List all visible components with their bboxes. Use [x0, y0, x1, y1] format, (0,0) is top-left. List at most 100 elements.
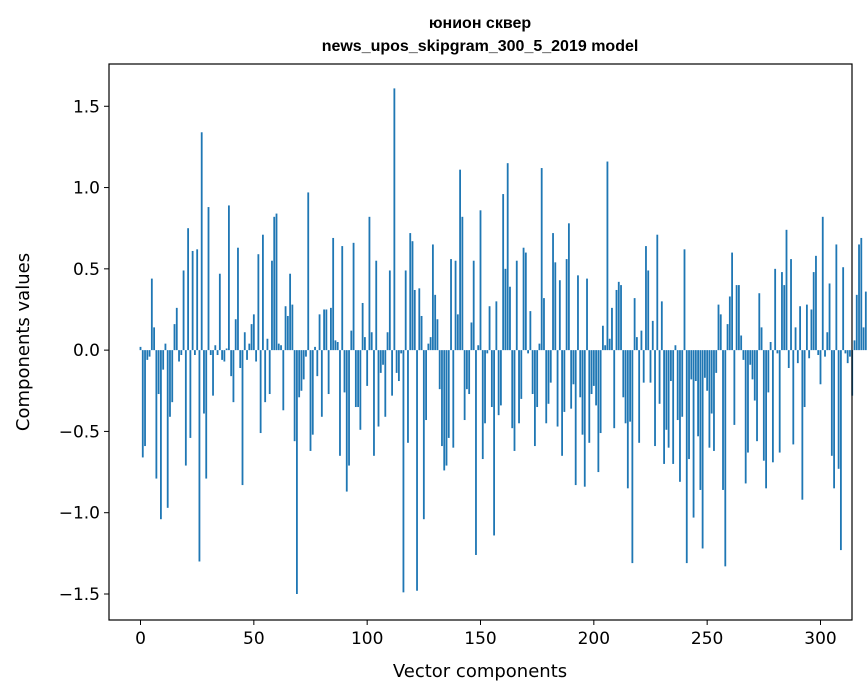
bar-173 — [531, 350, 534, 395]
bar-253 — [713, 350, 715, 451]
bar-251 — [708, 350, 711, 448]
bar-240 — [683, 249, 686, 351]
bar-119 — [409, 233, 412, 351]
bar-58 — [271, 260, 273, 351]
bar-196 — [583, 350, 586, 487]
bar-220 — [638, 350, 641, 443]
bar-52 — [257, 254, 260, 351]
bar-288 — [792, 350, 795, 445]
bar-154 — [488, 306, 491, 351]
bar-210 — [615, 289, 618, 351]
bar-70 — [298, 350, 301, 398]
bar-102 — [370, 332, 373, 351]
y-tick-label: 0.0 — [73, 341, 100, 361]
bar-315 — [853, 340, 856, 351]
bar-8 — [157, 350, 160, 395]
bar-97 — [359, 350, 362, 430]
bar-19 — [182, 270, 185, 351]
bar-297 — [812, 272, 815, 351]
bar-60 — [275, 213, 278, 351]
bar-139 — [454, 260, 457, 351]
bar-300 — [819, 350, 822, 385]
bar-194 — [579, 350, 582, 398]
bar-31 — [209, 350, 212, 356]
bar-145 — [468, 350, 471, 395]
bar-182 — [552, 233, 554, 351]
bar-74 — [307, 192, 310, 351]
x-tick-label: 100 — [351, 629, 383, 649]
bar-255 — [717, 304, 720, 351]
bar-64 — [284, 306, 287, 351]
bar-168 — [520, 350, 523, 399]
bar-69 — [296, 350, 298, 594]
bar-202 — [597, 350, 600, 473]
bar-114 — [397, 350, 400, 382]
bar-284 — [783, 285, 786, 351]
x-tick-label: 50 — [243, 629, 265, 649]
bar-116 — [402, 350, 405, 593]
bar-158 — [497, 350, 500, 416]
bar-56 — [266, 338, 269, 351]
bar-267 — [744, 350, 747, 484]
bar-279 — [771, 350, 774, 463]
bar-78 — [316, 350, 319, 377]
bar-63 — [282, 350, 285, 411]
bar-265 — [740, 335, 743, 351]
bar-89 — [341, 246, 344, 351]
bar-216 — [629, 350, 631, 422]
bar-293 — [803, 350, 806, 408]
bar-88 — [339, 350, 341, 456]
bar-224 — [647, 270, 650, 351]
bar-269 — [749, 350, 752, 365]
bar-203 — [599, 350, 602, 434]
bar-83 — [327, 350, 330, 395]
bar-264 — [737, 285, 740, 351]
bar-75 — [309, 350, 312, 451]
bar-235 — [672, 350, 675, 464]
bar-42 — [234, 319, 237, 351]
bar-30 — [207, 207, 210, 351]
bar-38 — [225, 348, 228, 351]
bar-241 — [685, 350, 688, 564]
bar-184 — [556, 350, 559, 427]
bar-234 — [669, 350, 672, 382]
chart-title-line-1: юнион сквер — [429, 15, 531, 32]
bar-261 — [731, 252, 733, 351]
bar-320 — [864, 291, 867, 351]
bar-246 — [697, 350, 699, 437]
bar-81 — [323, 309, 326, 351]
bar-252 — [710, 350, 713, 414]
bar-309 — [839, 350, 842, 551]
bar-268 — [747, 350, 749, 453]
bar-161 — [504, 268, 507, 351]
bar-59 — [273, 216, 276, 351]
bar-316 — [855, 294, 858, 351]
bar-111 — [391, 350, 393, 396]
bar-16 — [175, 307, 178, 351]
bar-34 — [216, 350, 219, 356]
bar-156 — [493, 350, 495, 536]
bar-271 — [753, 350, 756, 401]
bar-204 — [601, 325, 604, 351]
bar-35 — [218, 273, 221, 351]
bar-254 — [715, 350, 718, 373]
bar-106 — [379, 350, 382, 373]
bar-172 — [529, 311, 532, 351]
x-axis-label: Vector components — [393, 661, 567, 682]
bar-221 — [640, 330, 643, 351]
bar-192 — [574, 350, 577, 486]
bar-249 — [703, 350, 706, 378]
bar-62 — [280, 345, 282, 351]
bar-170 — [524, 252, 527, 351]
bar-223 — [645, 246, 647, 351]
y-tick-label: 0.5 — [73, 260, 100, 280]
bar-164 — [511, 350, 514, 429]
bar-259 — [726, 324, 729, 351]
bar-213 — [622, 350, 625, 398]
bar-167 — [518, 350, 520, 424]
bar-157 — [495, 301, 498, 351]
bar-43 — [237, 247, 239, 351]
bar-79 — [318, 314, 321, 351]
bar-95 — [354, 350, 357, 408]
bar-129 — [431, 244, 434, 351]
